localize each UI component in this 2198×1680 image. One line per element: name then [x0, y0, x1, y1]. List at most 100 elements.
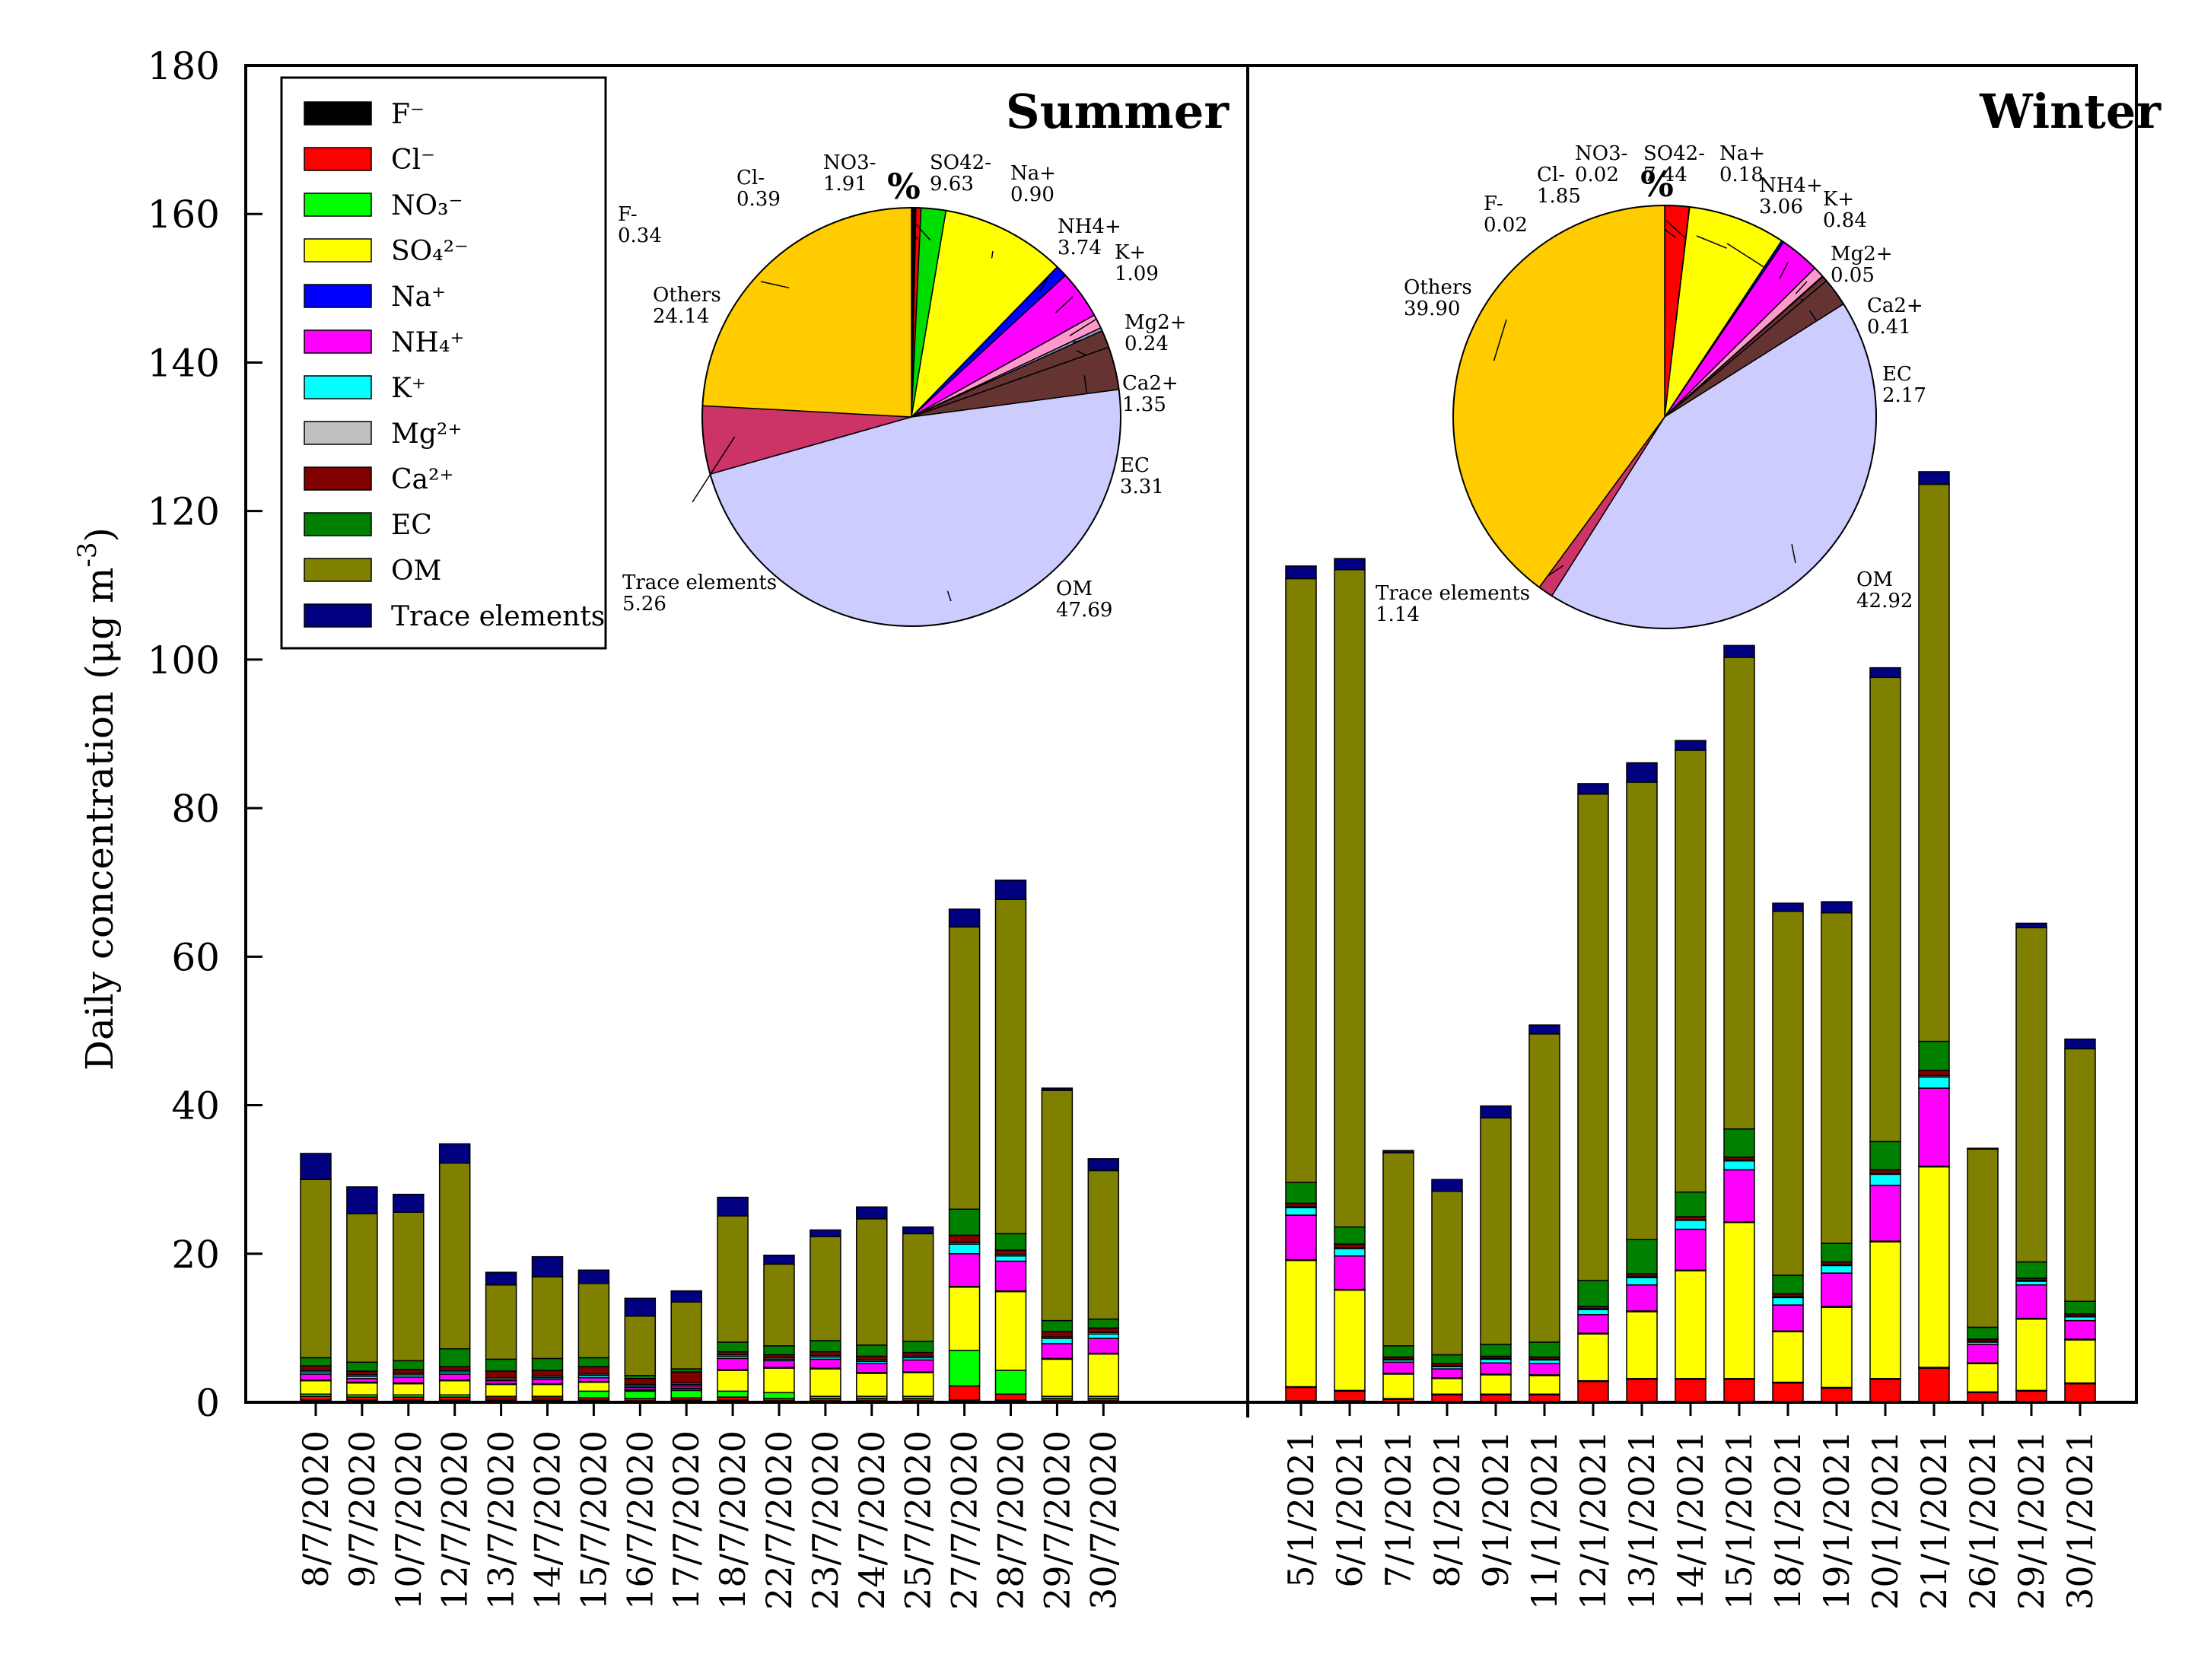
bar-segment-winter [1528, 1363, 1560, 1376]
x-tick-label: 24/7/2020 [851, 1430, 892, 1610]
bar-segment-winter [1626, 1239, 1658, 1274]
x-tick-label: 12/1/2021 [1573, 1430, 1614, 1610]
bar-segment-winter [1675, 740, 1707, 751]
bar-segment-summer [994, 880, 1027, 900]
pie-label-value: 7.44 [1643, 164, 1687, 186]
pie-leader-line [1069, 319, 1096, 336]
bar-segment-winter [2015, 1261, 2047, 1279]
bar-segment-summer [948, 1243, 981, 1255]
bar-segment-summer [810, 1229, 841, 1238]
legend-swatch [304, 147, 372, 171]
bar-segment-summer [1041, 1338, 1074, 1344]
bar-segment-summer [810, 1236, 841, 1341]
bar-segment-summer [485, 1271, 517, 1286]
bar-segment-winter [1382, 1361, 1414, 1374]
season-title-winter: Winter [1979, 84, 2161, 139]
bar-segment-summer [810, 1340, 841, 1353]
pie-leader-line [692, 436, 736, 503]
pie-leader-line [1054, 296, 1074, 313]
bar-segment-summer [485, 1284, 517, 1360]
pie-label-value: 0.18 [1719, 164, 1764, 186]
bar-segment-summer [902, 1233, 934, 1342]
bar-segment-winter [1869, 667, 1901, 679]
bar-segment-winter [1723, 1169, 1755, 1223]
bar-segment-winter [1918, 1069, 1950, 1077]
bar-segment-winter [1334, 1255, 1366, 1290]
bar-segment-winter [2064, 1319, 2096, 1340]
bar-segment-winter [1626, 1378, 1658, 1402]
pie-label-name: Na+ [1719, 142, 1765, 165]
y-tick-label: 140 [148, 341, 220, 385]
bar-segment-winter [1675, 749, 1707, 1193]
pie-label-name: NO3- [1575, 142, 1627, 165]
bar-segment-summer [670, 1389, 702, 1398]
y-axis-label: Daily concentration (μg m-3) [72, 527, 122, 1071]
bar-segment-winter [1431, 1354, 1463, 1364]
bar-segment-summer [531, 1378, 564, 1385]
bar-segment-summer [624, 1316, 657, 1376]
bar-segment-winter [1334, 1390, 1366, 1402]
bar-segment-winter [1285, 565, 1317, 580]
legend-swatch [304, 101, 372, 126]
bar-segment-summer [1041, 1343, 1074, 1360]
x-tick-label: 22/7/2020 [759, 1430, 800, 1610]
legend-swatch [304, 603, 372, 628]
pie-label-value: 0.02 [1575, 164, 1619, 186]
bar-segment-summer [300, 1153, 332, 1180]
pie-label-value: 1.85 [1537, 185, 1581, 208]
pie-leader-line [1795, 281, 1808, 294]
bar-segment-winter [1334, 1226, 1366, 1245]
bar-segment-winter [2064, 1339, 2096, 1384]
bar-segment-winter [1723, 1128, 1755, 1158]
bar-segment-winter [1918, 1367, 1950, 1402]
bar-segment-summer [300, 1179, 332, 1359]
x-tick-label: 28/7/2020 [991, 1430, 1032, 1610]
pie-label-value: 0.84 [1823, 209, 1867, 232]
bar-segment-winter [1577, 1333, 1609, 1382]
bar-segment-winter [1821, 1306, 1853, 1389]
bar-segment-summer [438, 1162, 471, 1350]
bar-segment-summer [948, 1253, 981, 1287]
bar-segment-winter [1431, 1394, 1463, 1402]
bar-segment-summer [948, 908, 981, 928]
pie-label-name: NH4+ [1759, 174, 1823, 197]
x-tick-label: 13/1/2021 [1621, 1430, 1662, 1610]
bar-segment-summer [717, 1196, 749, 1217]
bar-segment-winter [2064, 1382, 2096, 1402]
bar-segment-summer [994, 1255, 1027, 1262]
bar-segment-winter [1285, 1207, 1317, 1216]
bar-segment-winter [1869, 1378, 1901, 1402]
bar-segment-summer [902, 1341, 934, 1354]
bar-segment-summer [810, 1358, 841, 1369]
bar-segment-winter [2015, 922, 2047, 929]
legend-label: Mg²⁺ [391, 418, 462, 450]
y-tick-label: 120 [148, 490, 220, 534]
bar-segment-summer [994, 899, 1027, 1235]
bar-segment-summer [902, 1372, 934, 1397]
y-tick-label: 20 [171, 1233, 220, 1277]
bar-segment-winter [1918, 1040, 1950, 1071]
bar-segment-winter [1772, 902, 1804, 912]
bar-segment-winter [1431, 1179, 1463, 1192]
bar-segment-summer [393, 1193, 425, 1213]
pie-label-value: 0.39 [736, 188, 781, 211]
bar-segment-summer [577, 1381, 610, 1392]
bar-segment-summer [763, 1345, 795, 1356]
pie-label-name: Cl- [1537, 164, 1565, 186]
x-tick-label: 5/1/2021 [1280, 1430, 1322, 1588]
x-tick-label: 11/1/2021 [1524, 1430, 1565, 1610]
bar-segment-summer [810, 1368, 841, 1397]
bar-segment-winter [1334, 569, 1366, 1228]
bar-segment-winter [1626, 1311, 1658, 1379]
bar-segment-summer [1041, 1358, 1074, 1397]
bar-segment-summer [624, 1390, 657, 1399]
pie-leader-line [1791, 543, 1796, 564]
bar-segment-summer [531, 1357, 564, 1371]
bar-segment-winter [1577, 1314, 1609, 1334]
bar-segment-winter [1967, 1363, 1999, 1393]
bar-segment-summer [346, 1186, 378, 1214]
pie-label-name: OM [1056, 578, 1093, 600]
x-tick-label: 17/7/2020 [666, 1430, 707, 1610]
bar-segment-summer [1087, 1338, 1120, 1354]
bar-segment-winter [1821, 912, 1853, 1244]
